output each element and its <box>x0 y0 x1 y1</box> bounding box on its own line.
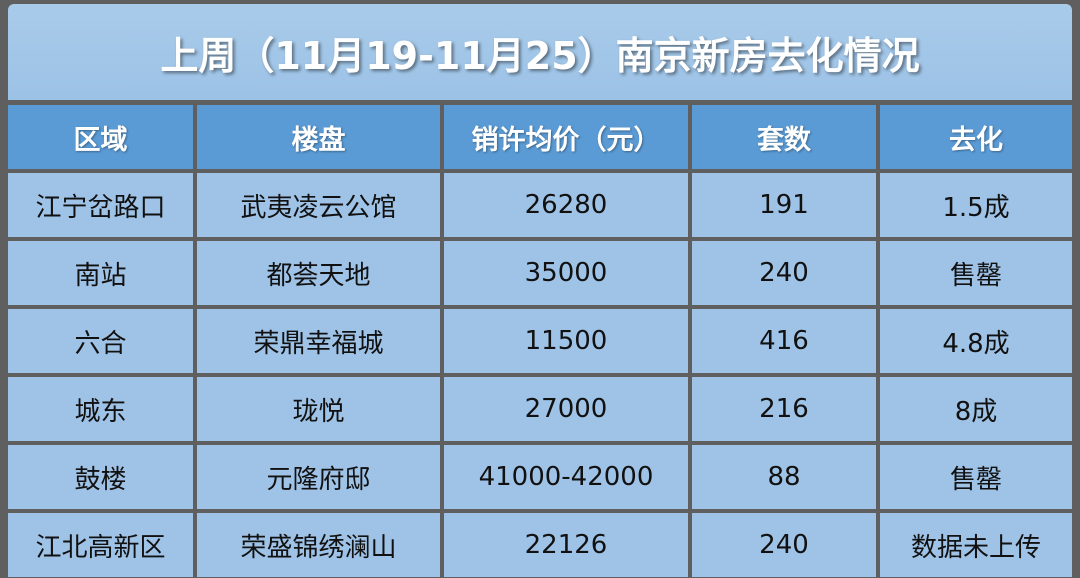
table-cell: 元隆府邸 <box>197 445 440 509</box>
column-header: 区域 <box>8 105 193 169</box>
table-cell: 11500 <box>444 309 688 373</box>
table-cell: 南站 <box>8 241 193 305</box>
table-cell: 4.8成 <box>880 309 1072 373</box>
table-cell: 城东 <box>8 377 193 441</box>
table-cell: 27000 <box>444 377 688 441</box>
table-cell: 8成 <box>880 377 1072 441</box>
table-cell: 1.5成 <box>880 173 1072 237</box>
column-header: 去化 <box>880 105 1072 169</box>
table-cell: 江宁岔路口 <box>8 173 193 237</box>
table-cell: 191 <box>692 173 876 237</box>
table-cell: 26280 <box>444 173 688 237</box>
table-cell: 江北高新区 <box>8 513 193 577</box>
column-header: 楼盘 <box>197 105 440 169</box>
table-cell: 240 <box>692 513 876 577</box>
table-cell: 216 <box>692 377 876 441</box>
table-cell: 41000-42000 <box>444 445 688 509</box>
table-cell: 88 <box>692 445 876 509</box>
table-cell: 荣鼎幸福城 <box>197 309 440 373</box>
table-cell: 售罄 <box>880 241 1072 305</box>
table-cell: 数据未上传 <box>880 513 1072 577</box>
table-cell: 416 <box>692 309 876 373</box>
table-cell: 240 <box>692 241 876 305</box>
table-cell: 荣盛锦绣澜山 <box>197 513 440 577</box>
table-cell: 珑悦 <box>197 377 440 441</box>
table-cell: 鼓楼 <box>8 445 193 509</box>
table-cell: 22126 <box>444 513 688 577</box>
table-cell: 35000 <box>444 241 688 305</box>
table-cell: 六合 <box>8 309 193 373</box>
table: 区域 楼盘 销许均价（元） 套数 去化江宁岔路口 武夷凌云公馆 26280 191 1.5成南站… <box>8 105 1072 577</box>
table-title: 上周（11月19-11月25）南京新房去化情况 <box>8 4 1072 100</box>
table-cell: 都荟天地 <box>197 241 440 305</box>
column-header: 套数 <box>692 105 876 169</box>
table-cell: 售罄 <box>880 445 1072 509</box>
column-header: 销许均价（元） <box>444 105 688 169</box>
table-cell: 武夷凌云公馆 <box>197 173 440 237</box>
